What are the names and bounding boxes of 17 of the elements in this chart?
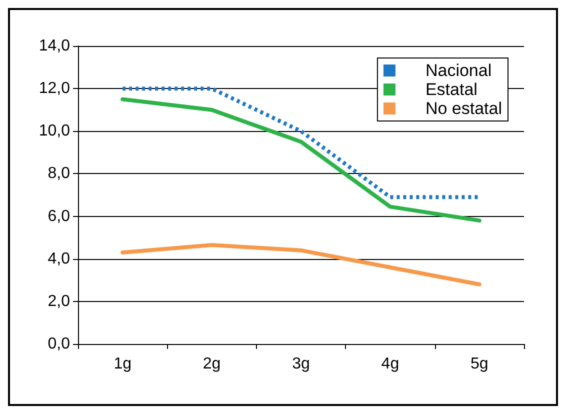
y-tick-label: 6,0 [48, 208, 70, 225]
x-tick-label: 1g [114, 356, 132, 372]
legend-label: Estatal [425, 80, 478, 99]
y-tick-label: 8,0 [48, 165, 70, 182]
y-tick-label: 4,0 [48, 250, 70, 268]
y-tick-label: 2,0 [48, 292, 70, 310]
x-tick-label: 3g [292, 356, 310, 372]
y-tick-label: 12,0 [38, 80, 70, 98]
line-series [120, 243, 482, 286]
x-tick-label: 2g [202, 356, 221, 372]
x-tick-label: 5g [470, 356, 488, 372]
x-tick-label: 4g [381, 356, 400, 372]
y-tick-label: 0,0 [48, 336, 70, 352]
y-tick-label: 14,0 [38, 38, 70, 54]
legend-label: No estatal [425, 99, 502, 118]
y-tick-label: 10,0 [38, 122, 70, 140]
legend-label: Nacional [425, 61, 492, 80]
